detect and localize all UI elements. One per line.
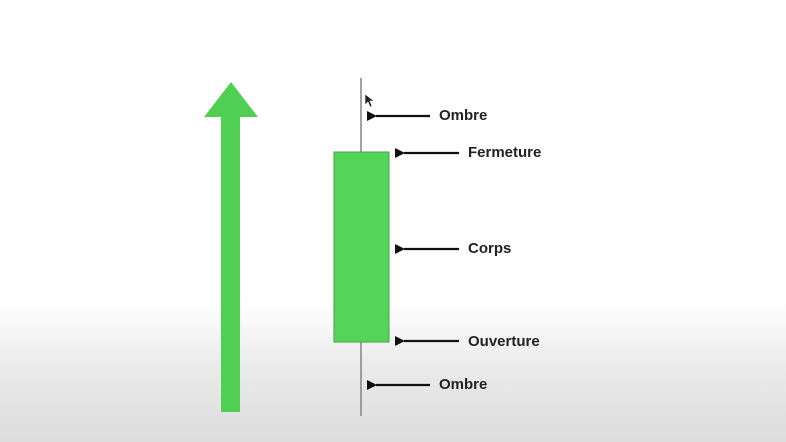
label-upper-shadow: Ombre: [439, 107, 488, 124]
label-close: Fermeture: [468, 144, 542, 161]
up-arrow-icon: [204, 82, 258, 412]
trend-arrow-head: [204, 82, 258, 117]
label-body: Corps: [468, 240, 512, 257]
label-lower-shadow: Ombre: [439, 376, 488, 393]
label-open: Ouverture: [468, 333, 540, 350]
cursor-icon: [364, 93, 375, 108]
candle-body: [333, 151, 390, 343]
trend-arrow-shaft: [221, 114, 240, 412]
